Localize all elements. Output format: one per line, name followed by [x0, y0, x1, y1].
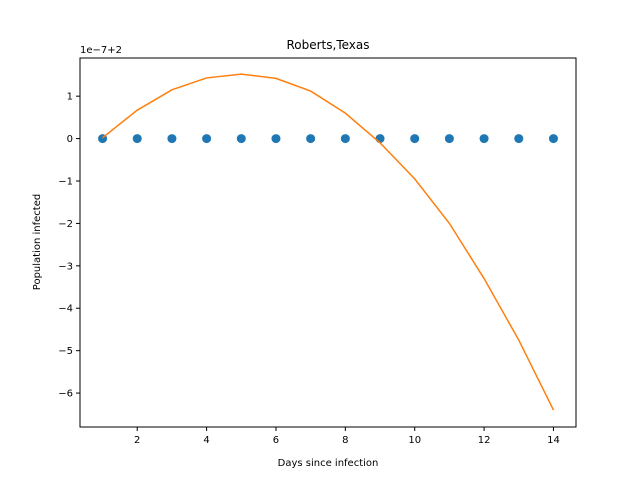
x-axis-ticks: 2 4 6 8 10 12 14	[134, 427, 560, 446]
data-point	[548, 134, 558, 144]
x-tick-label: 12	[478, 435, 491, 446]
y-tick-label: −2	[58, 219, 73, 230]
x-tick-label: 14	[547, 435, 560, 446]
data-point	[271, 134, 281, 144]
y-tick-label: −6	[58, 389, 73, 400]
y-tick-label: 1	[67, 92, 73, 103]
y-axis-ticks: −6 −5 −4 −3 −2 −1 0 1	[58, 92, 80, 400]
data-point	[340, 134, 350, 144]
x-tick-label: 10	[408, 435, 421, 446]
y-tick-label: 0	[67, 134, 73, 145]
y-tick-label: −4	[58, 304, 73, 315]
data-point	[479, 134, 489, 144]
data-point	[236, 134, 246, 144]
y-tick-label: −5	[58, 346, 73, 357]
chart-title: Roberts,Texas	[286, 38, 369, 52]
x-tick-label: 6	[273, 435, 279, 446]
data-point	[444, 134, 454, 144]
data-point	[375, 134, 385, 144]
data-point	[132, 134, 142, 144]
axes-frame	[79, 57, 577, 428]
data-point	[410, 134, 420, 144]
x-axis-label: Days since infection	[278, 458, 379, 469]
series-layer	[98, 73, 558, 411]
data-point	[202, 134, 212, 144]
data-point	[306, 134, 316, 144]
series-line	[102, 73, 555, 411]
y-axis-label: Population infected	[32, 194, 43, 290]
x-tick-label: 8	[342, 435, 348, 446]
x-tick-label: 4	[203, 435, 209, 446]
y-tick-label: −3	[58, 261, 73, 272]
x-tick-label: 2	[134, 435, 140, 446]
data-point	[167, 134, 177, 144]
data-point	[514, 134, 524, 144]
y-tick-label: −1	[58, 177, 73, 188]
y-offset-text: 1e−7+2	[80, 45, 122, 56]
